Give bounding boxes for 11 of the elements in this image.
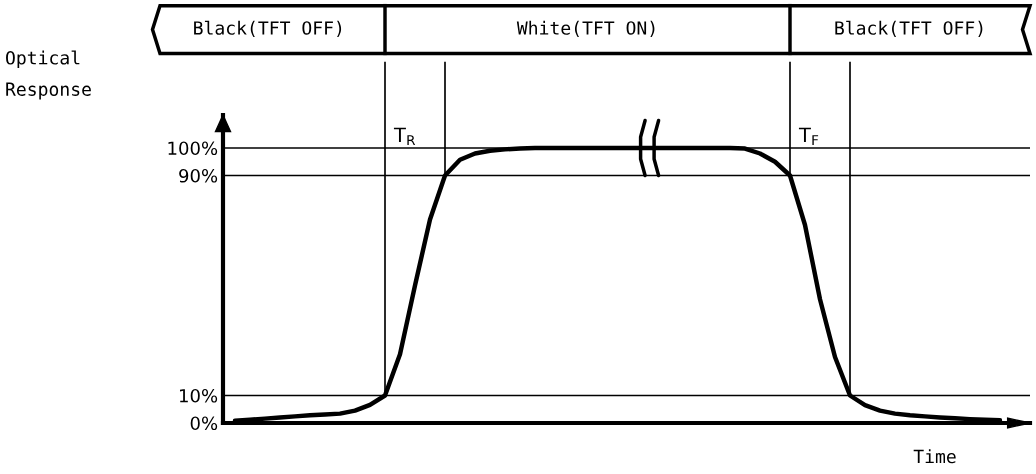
y-tick-label: 10% <box>179 388 218 403</box>
x-axis-title: Time <box>913 449 956 464</box>
annotation: T$_{F}$ <box>798 127 819 146</box>
text: Black(TFT OFF) <box>835 20 983 37</box>
y-tick-label: 90% <box>179 168 218 183</box>
annotation: T$_{R}$ <box>393 127 416 146</box>
y-tick-label: 100% <box>168 141 218 156</box>
y-axis-title: Optical Response <box>6 50 91 100</box>
text: White(TFT ON) <box>516 20 655 37</box>
y-tick-label: 0% <box>190 416 218 431</box>
text: Black(TFT OFF) <box>194 20 342 37</box>
